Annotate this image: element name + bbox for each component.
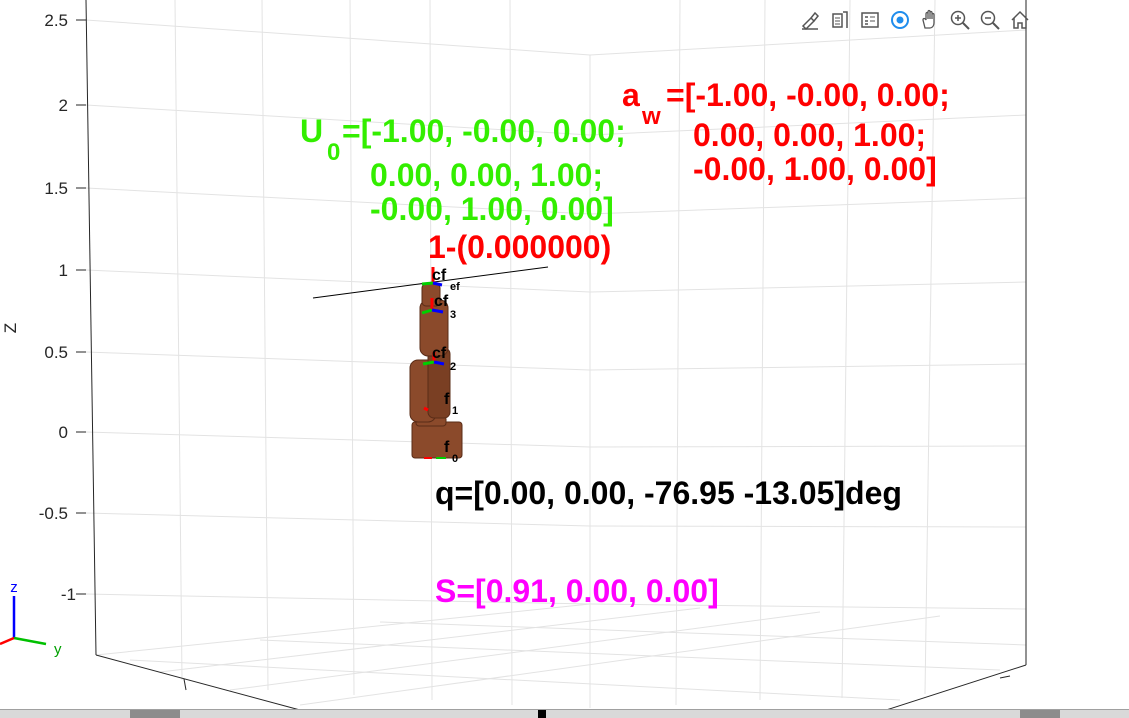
brush-icon	[801, 11, 820, 31]
zoom-in-button[interactable]	[946, 7, 974, 33]
data-tips-icon	[832, 11, 848, 28]
u0-symbol: U	[300, 113, 323, 149]
frame-label-sub: ef	[450, 281, 460, 293]
u0-subscript: 0	[327, 139, 340, 166]
u0-line-1: =[-1.00, -0.00, 0.00;	[342, 113, 626, 149]
z-tick-label: 1	[59, 261, 68, 280]
z-tick-label: 1.5	[44, 179, 68, 198]
frame-label-sub: 3	[450, 309, 456, 321]
pan-button[interactable]	[916, 7, 944, 33]
aw-annotation: a w =[-1.00, -0.00, 0.00; 0.00, 0.00, 1.…	[622, 77, 950, 187]
u0-line-3: -0.00, 1.00, 0.00]	[370, 191, 614, 227]
legend-icon	[861, 12, 879, 28]
grid-lines	[85, 0, 1027, 708]
joint-angles-annotation: q=[0.00, 0.00, -76.95 -13.05]deg	[435, 475, 902, 511]
brush-button[interactable]	[796, 7, 824, 33]
frame-labels: cf ef cf 3 cf 2 f 1 f 0	[432, 267, 460, 465]
z-axis-label: Z	[1, 323, 20, 333]
z-tick-label: 0.5	[44, 343, 68, 362]
frame-label: cf	[432, 345, 447, 362]
z-tick-label: 0	[59, 423, 68, 442]
frame-label-sub: 1	[452, 405, 458, 417]
u0-annotation: U 0 =[-1.00, -0.00, 0.00; 0.00, 0.00, 1.…	[300, 113, 626, 227]
pan-icon	[922, 9, 935, 29]
z-tick-marks	[76, 19, 86, 595]
triad-z-label: z	[10, 579, 18, 596]
frame-label: f	[444, 439, 450, 456]
z-tick-label: 2	[59, 96, 68, 115]
zoom-out-icon	[980, 10, 1000, 30]
z-tick-label: -1	[61, 585, 76, 604]
condition-annotation: 1-(0.000000)	[428, 229, 611, 265]
home-button[interactable]	[1006, 7, 1034, 33]
frame-label: f	[444, 391, 450, 408]
status-segment	[1020, 710, 1060, 718]
home-icon	[1011, 10, 1029, 29]
aw-symbol: a	[622, 77, 640, 113]
frame-markers	[421, 267, 446, 459]
legend-button[interactable]	[856, 7, 884, 33]
u0-line-2: 0.00, 0.00, 1.00;	[370, 157, 603, 193]
robot-arm[interactable]	[409, 283, 463, 459]
rotate-icon	[891, 11, 909, 29]
aw-line-3: -0.00, 1.00, 0.00]	[693, 151, 937, 187]
data-tips-button[interactable]	[826, 7, 854, 33]
z-tick-labels: 2.5 2 1.5 1 0.5 0 -0.5 -1	[39, 11, 76, 604]
rotate-button[interactable]	[886, 7, 914, 33]
triad-y-label: y	[54, 641, 62, 658]
axes-toolbar	[796, 6, 1034, 34]
floor-tick-marks	[183, 675, 1011, 691]
zoom-in-icon	[950, 10, 970, 30]
zoom-out-button[interactable]	[976, 7, 1004, 33]
s-annotation: S=[0.91, 0.00, 0.00]	[435, 573, 719, 609]
aw-subscript: w	[641, 103, 661, 130]
aw-line-1: =[-1.00, -0.00, 0.00;	[666, 77, 950, 113]
status-segment	[130, 710, 180, 718]
window-status-bar	[0, 709, 1129, 718]
z-tick-label: -0.5	[39, 504, 68, 523]
status-marker	[538, 710, 546, 718]
frame-label: cf	[432, 267, 447, 284]
axis-lines	[85, 0, 1027, 713]
frame-label-sub: 0	[452, 453, 458, 465]
frame-label: cf	[434, 293, 449, 310]
z-tick-label: 2.5	[44, 11, 68, 30]
axes-triad: z y	[0, 579, 62, 658]
aw-line-2: 0.00, 0.00, 1.00;	[693, 117, 926, 153]
frame-label-sub: 2	[450, 361, 456, 373]
